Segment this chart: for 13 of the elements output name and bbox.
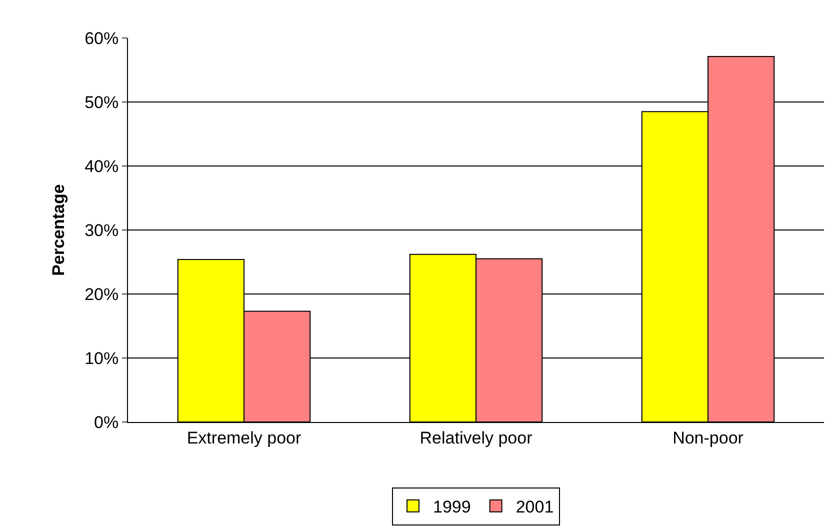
y-tick-label: 10% [84,348,119,368]
x-tick-label: Non-poor [672,428,744,448]
y-tick-label: 50% [84,92,119,112]
y-tick-label: 30% [84,220,119,240]
y-tick-label: 20% [84,284,119,304]
y-tick-label: 60% [84,28,119,48]
legend-label: 2001 [516,497,554,516]
x-tick-label: Extremely poor [186,428,302,448]
y-axis-title: Percentage [49,184,68,276]
y-tick-label: 40% [84,156,119,176]
x-tick-label: Relatively poor [420,428,533,448]
y-tick-label: 0% [94,412,119,432]
legend-label: 1999 [433,497,471,516]
